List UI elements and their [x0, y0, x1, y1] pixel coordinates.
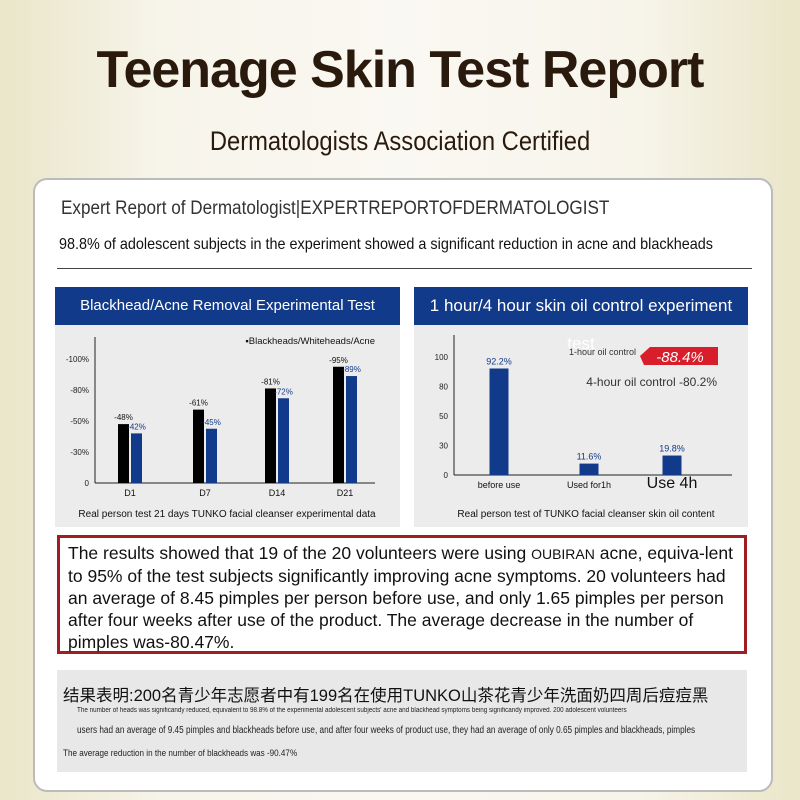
chart-caption: Real person test 21 days TUNKO facial cl…: [78, 509, 376, 520]
bar: [206, 428, 217, 483]
bar: [579, 463, 599, 475]
x-tick-label: D1: [124, 488, 136, 498]
bar: [193, 409, 204, 483]
data-label: -48%: [114, 413, 133, 422]
y-tick-label: -50%: [70, 417, 89, 426]
page-subtitle: Dermatologists Association Certified: [209, 126, 591, 156]
result-text: The results showed that 19 of the 20 vol…: [68, 543, 532, 563]
chart-oil: 0 30 50 80 100 92.2% before use 11.6% Used for1h…: [435, 335, 732, 520]
chart-blackhead-panel: Blackhead/Acne Removal Experimental Test…: [55, 287, 400, 527]
data-label: -89%: [342, 365, 361, 374]
bar: [131, 433, 142, 483]
chart-caption: Real person test of TUNKO facial cleanse…: [457, 509, 714, 520]
bottom-summary: 结果表明:200名青少年志愿者中有199名在使用TUNKO山茶花青少年洗面奶四周…: [57, 670, 747, 772]
y-tick-label: 0: [85, 479, 90, 488]
chart-legend: ▪Blackheads/Whiteheads/Acne: [245, 336, 375, 347]
x-tick-label: D21: [337, 488, 354, 498]
report-card: Expert Report of Dermatologist|EXPERTREP…: [33, 178, 773, 792]
summary-line-2: users had an average of 9.45 pimples and…: [77, 725, 696, 736]
data-label: -81%: [261, 377, 280, 386]
x-tick-label: Used for1h: [567, 480, 611, 490]
annotation-1h-value: -88.4%: [656, 349, 704, 366]
x-tick-label: D14: [269, 488, 286, 498]
card-heading: Expert Report of Dermatologist|EXPERTREP…: [61, 198, 610, 219]
bar: [118, 424, 129, 483]
chinese-summary: 结果表明:200名青少年志愿者中有199名在使用TUNKO山茶花青少年洗面奶四周…: [63, 687, 709, 705]
bar: [265, 388, 276, 483]
annotation-highlight: [640, 347, 718, 365]
x-tick-label: D7: [199, 488, 211, 498]
y-tick-label: -30%: [70, 448, 89, 457]
chart-title: Blackhead/Acne Removal Experimental Test: [55, 287, 400, 325]
bar: [662, 455, 682, 475]
bar: [346, 376, 357, 483]
y-tick-label: -80%: [70, 386, 89, 395]
bar: [278, 398, 289, 483]
results-box: The results showed that 19 of the 20 vol…: [57, 535, 747, 654]
chart-oil-panel: 1 hour/4 hour skin oil control experimen…: [414, 287, 748, 527]
data-label: -95%: [329, 356, 348, 365]
data-label: 92.2%: [486, 357, 512, 367]
chart-blackhead: 0 -30% -50% -80% -100% -48%-42% D1 -61% -45% D7 -8…: [66, 336, 376, 520]
data-label: -42%: [127, 422, 146, 431]
brand-name: OUBIRAN: [531, 546, 595, 562]
bar: [333, 366, 344, 483]
x-tick-label: Use 4h: [647, 475, 698, 492]
y-tick-label: -100%: [66, 355, 89, 364]
annotation-4h: 4-hour oil control -80.2%: [586, 375, 717, 389]
annotation-1h-label: 1-hour oil control: [569, 347, 636, 357]
y-tick-label: 100: [435, 353, 449, 362]
data-label: 11.6%: [577, 452, 602, 462]
bar: [489, 368, 509, 475]
chart-title: 1 hour/4 hour skin oil control experimen…: [414, 287, 748, 353]
data-label: -45%: [202, 418, 221, 427]
y-tick-label: 50: [439, 412, 448, 421]
card-summary: 98.8% of adolescent subjects in the expe…: [59, 236, 714, 253]
divider: [57, 268, 752, 269]
data-label: -61%: [189, 399, 208, 408]
result-text-cont: acne, equiva-lent to 95% of the test sub…: [68, 543, 734, 652]
x-tick-label: before use: [478, 480, 521, 490]
summary-line-1: The number of heads was significandy red…: [77, 707, 627, 714]
y-tick-label: 80: [439, 383, 448, 392]
data-label: -72%: [274, 387, 293, 396]
summary-line-3: The average reduction in the number of b…: [63, 748, 298, 758]
data-label: 19.8%: [659, 444, 685, 454]
y-tick-label: 0: [444, 471, 449, 480]
page-title: Teenage Skin Test Report: [96, 41, 705, 99]
y-tick-label: 30: [439, 442, 448, 451]
